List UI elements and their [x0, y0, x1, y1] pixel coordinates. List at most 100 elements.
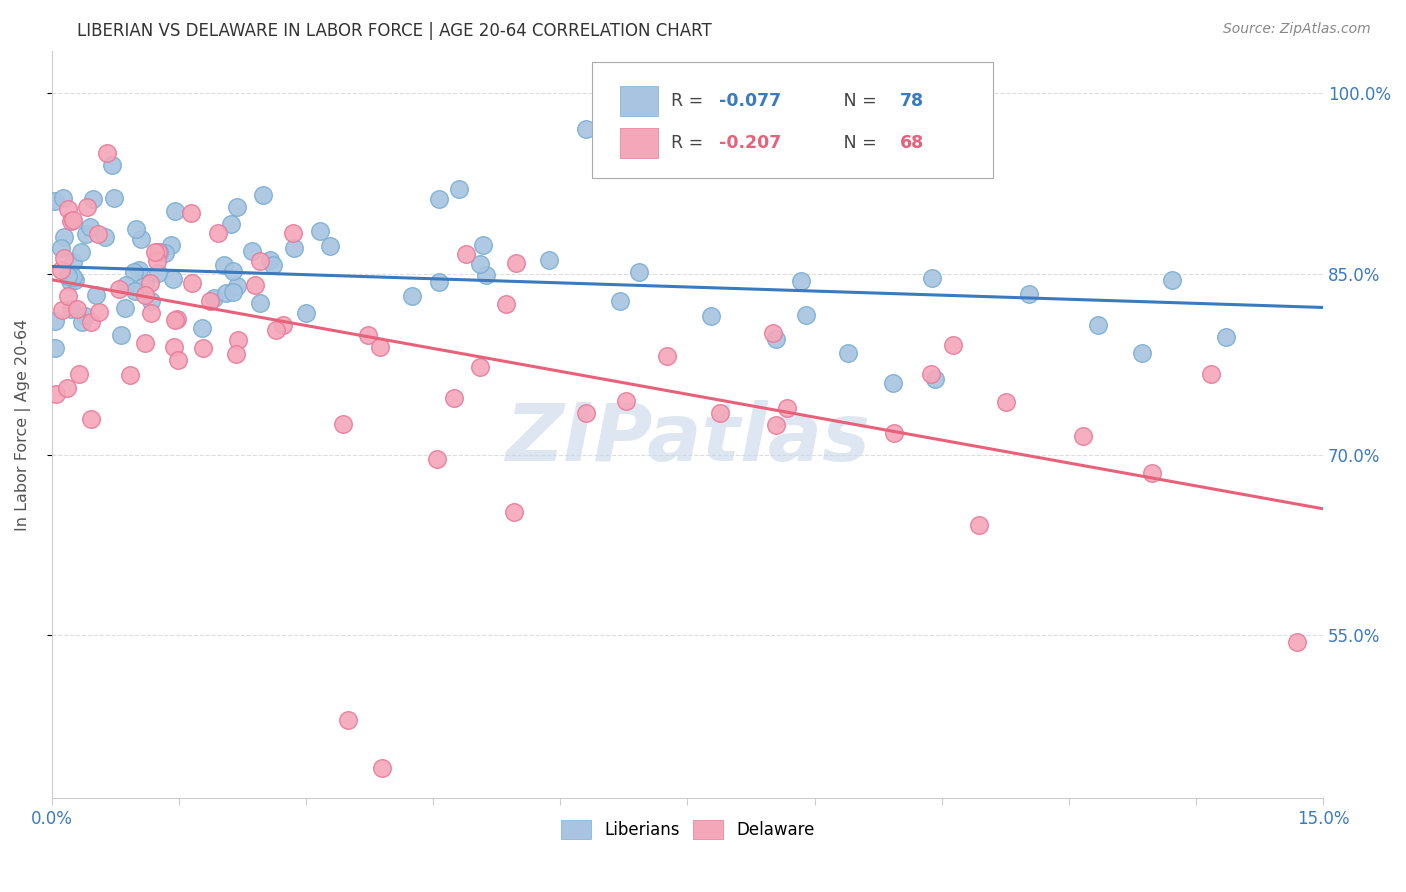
- Point: [163, 340, 186, 354]
- Point: [162, 272, 184, 286]
- Point: [82, 192, 104, 206]
- Point: [79, 219, 101, 234]
- Text: Source: ZipAtlas.com: Source: ZipAtlas.com: [1223, 22, 1371, 37]
- Point: [1285, 635, 1308, 649]
- Text: LIBERIAN VS DELAWARE IN LABOR FORCE | AGE 20-64 CORRELATION CHART: LIBERIAN VS DELAWARE IN LABOR FORCE | AG…: [77, 22, 711, 40]
- Point: [134, 277, 156, 291]
- Point: [794, 308, 817, 322]
- Point: [180, 206, 202, 220]
- Point: [146, 245, 169, 260]
- Point: [56, 289, 79, 303]
- Point: [426, 451, 449, 466]
- Point: [160, 238, 183, 252]
- Text: 68: 68: [900, 134, 924, 152]
- Point: [96, 146, 118, 161]
- Point: [52, 191, 75, 205]
- Point: [1087, 318, 1109, 332]
- Point: [207, 227, 229, 241]
- Point: [67, 367, 90, 381]
- Point: [651, 122, 673, 136]
- Point: [1160, 273, 1182, 287]
- Point: [59, 274, 82, 288]
- Bar: [620, 128, 658, 158]
- Point: [427, 192, 450, 206]
- Point: [202, 291, 225, 305]
- Point: [166, 312, 188, 326]
- Point: [789, 274, 811, 288]
- Point: [114, 301, 136, 316]
- Text: 78: 78: [900, 92, 924, 110]
- Point: [146, 266, 169, 280]
- Point: [924, 372, 946, 386]
- Point: [837, 346, 859, 360]
- Point: [56, 381, 79, 395]
- Point: [86, 227, 108, 242]
- Point: [143, 244, 166, 259]
- Text: R =: R =: [671, 92, 709, 110]
- Point: [259, 252, 281, 267]
- Point: [89, 305, 111, 319]
- Point: [243, 278, 266, 293]
- Point: [100, 158, 122, 172]
- Point: [883, 425, 905, 440]
- Point: [191, 341, 214, 355]
- Point: [52, 252, 75, 266]
- Point: [249, 254, 271, 268]
- Point: [429, 276, 451, 290]
- Point: [134, 287, 156, 301]
- Point: [59, 302, 82, 317]
- Point: [368, 340, 391, 354]
- Text: -0.077: -0.077: [720, 92, 782, 110]
- Point: [627, 265, 650, 279]
- Point: [124, 284, 146, 298]
- Point: [53, 230, 76, 244]
- Point: [921, 270, 943, 285]
- FancyBboxPatch shape: [592, 62, 993, 178]
- Text: N =: N =: [827, 92, 883, 110]
- Point: [114, 277, 136, 292]
- Point: [221, 264, 243, 278]
- Point: [468, 257, 491, 271]
- Point: [44, 194, 66, 208]
- Text: ZIPatlas: ZIPatlas: [505, 401, 870, 478]
- Point: [215, 286, 238, 301]
- Point: [155, 246, 177, 260]
- Point: [141, 306, 163, 320]
- Point: [271, 318, 294, 333]
- Point: [63, 273, 86, 287]
- Point: [1018, 287, 1040, 301]
- Point: [129, 232, 152, 246]
- Point: [456, 247, 478, 261]
- Point: [165, 312, 187, 326]
- Point: [62, 269, 84, 284]
- Point: [181, 276, 204, 290]
- Point: [281, 227, 304, 241]
- Point: [264, 323, 287, 337]
- Point: [283, 241, 305, 255]
- Point: [122, 265, 145, 279]
- Point: [107, 282, 129, 296]
- Point: [44, 314, 66, 328]
- Point: [700, 309, 723, 323]
- Point: [103, 191, 125, 205]
- Point: [472, 237, 495, 252]
- Point: [125, 222, 148, 236]
- Point: [139, 277, 162, 291]
- Point: [776, 401, 799, 415]
- Point: [120, 368, 142, 383]
- Point: [1142, 466, 1164, 480]
- Point: [942, 337, 965, 351]
- Point: [765, 332, 787, 346]
- Point: [575, 122, 598, 136]
- Point: [470, 360, 492, 375]
- Point: [967, 517, 990, 532]
- Point: [337, 713, 360, 727]
- Point: [262, 258, 284, 272]
- Point: [1199, 367, 1222, 381]
- Point: [443, 391, 465, 405]
- Point: [995, 395, 1018, 409]
- Point: [148, 245, 170, 260]
- Point: [191, 321, 214, 335]
- Point: [76, 200, 98, 214]
- Point: [86, 288, 108, 302]
